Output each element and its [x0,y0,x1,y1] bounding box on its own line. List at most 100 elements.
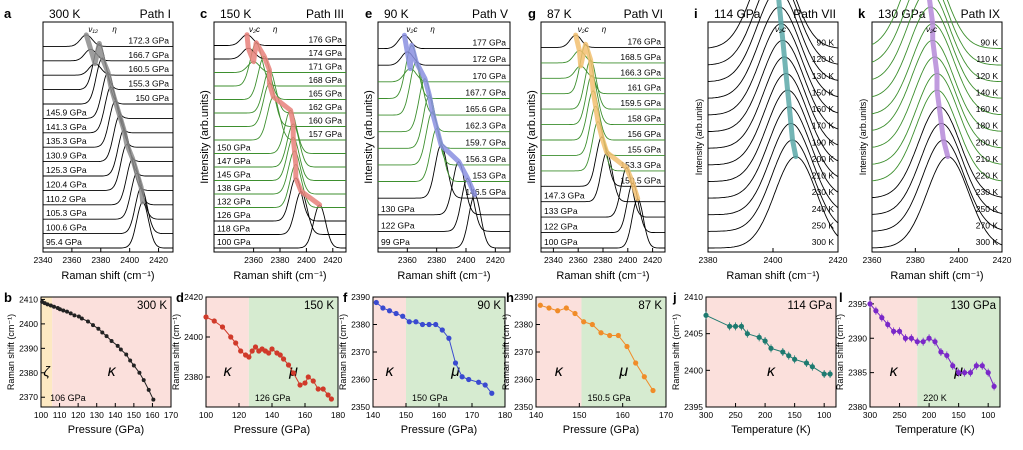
data-point [57,307,62,312]
trace-label: 161 GPa [627,83,661,93]
y-tick-label: 2395 [684,402,703,412]
trace-label: 99 GPa [381,237,410,247]
y-tick-label: 2390 [19,343,38,353]
x-tick-label: 120 [71,410,85,420]
peak-trend-band [244,32,323,208]
x-tick-label: 160 [298,410,312,420]
trace-label: 160 K [976,104,999,114]
data-point [961,370,968,376]
trace-label: 126 GPa [217,210,251,220]
x-tick-label: 2420 [486,255,505,265]
trace-label: 150 GPa [135,93,169,103]
data-point [780,349,786,355]
spectrum-trace [541,50,665,64]
trace-label: 170 K [812,121,835,131]
trace-label: 118 GPa [217,224,250,234]
panel-title: 300 K [137,300,167,312]
spectrum-trace [541,65,665,79]
panel-b: ζ κ 106 GPa b 300 K 100 110 120 130 140 150 160 170 2… [4,290,178,436]
spectrum-trace [541,59,665,110]
data-point [246,354,252,360]
panel-h: κ μ 150.5 GPa h 87 K 140 150 160 170 2350 2360 2370… [501,290,673,436]
spectrum-trace [708,106,839,199]
data-point [756,334,762,340]
x-tick-label: 2380 [91,255,110,265]
panel-k-frame [871,21,1003,253]
region-zeta [41,297,53,407]
data-point [433,321,439,328]
data-point [803,360,810,366]
spectrum-trace [43,129,173,177]
trace-label: 172.3 GPa [128,35,169,45]
data-point [589,321,595,328]
spectrum-trace [541,34,665,48]
phase-label: κ [767,363,776,380]
data-point [118,347,123,352]
x-tick-label: 2360 [569,255,588,265]
trace-label: 133 GPa [544,206,578,216]
y-tick-label: 2390 [848,333,867,343]
data-point [821,371,827,377]
panel-g: g 87 K Path VI 2340 2360 2380 2400 2420 Raman sh… [526,6,666,282]
x-axis-title: Raman shift (cm⁻¹) [397,270,490,282]
eta-label: η [430,25,435,34]
peak-trend-band [776,0,799,160]
trace-label: 165.6 GPa [465,104,506,114]
panel-letter: i [694,6,698,21]
data-point [100,330,105,335]
x-axis-title: Raman shift (cm⁻¹) [890,270,983,282]
boundary-annotation: 150 GPa [412,393,448,403]
panel-letter: l [839,290,843,305]
spectrum-trace [871,0,1002,49]
spectrum-trace [871,6,1003,99]
spectrum-trace [708,139,839,232]
spectrum-trace [541,182,665,234]
spectrum-trace [214,177,346,222]
trace-label: 150.5 GPa [620,175,661,185]
data-point [537,302,543,308]
data-point [744,331,750,337]
peak-trend-band [573,32,641,202]
data-point [79,316,84,321]
y-tick-label: 2350 [351,402,370,412]
x-tick-label: 2400 [618,255,637,265]
spectrum-trace [214,136,346,181]
panel-letter: f [343,290,348,305]
x-tick-label: 200 [758,410,772,420]
data-point [233,340,239,346]
spectrum-trace [214,190,346,235]
x-axis-title: Pressure (GPa) [68,424,144,436]
x-axis-title: Pressure (GPa) [401,424,477,436]
panel-l-frame [869,296,1001,408]
data-point [141,378,146,383]
spectrum-trace [378,44,510,99]
region-kappa [870,297,918,407]
spectrum-trace [43,172,173,220]
y-tick-label: 2410 [684,292,703,302]
data-point [932,339,938,345]
trace-label: 210 K [812,171,835,181]
x-tick-label: 110 [53,410,67,420]
spectrum-trace [541,74,665,126]
panel-letter: d [176,290,184,305]
trace-label: 155 GPa [627,144,661,154]
x-tick-label: 150 [399,410,413,420]
trace-label: 146.5 GPa [465,187,506,197]
data-point [885,321,891,328]
data-point [76,314,81,319]
trace-label: 176 GPa [627,36,661,46]
trace-label: 100 GPa [217,237,251,247]
peak-label: ν₁₂ [88,25,98,34]
spectrum-trace [214,204,346,249]
spectrum-trace [708,39,839,132]
x-tick-label: 100 [199,410,213,420]
y-tick-label: 2405 [684,329,703,339]
spectrum-trace [708,122,839,216]
data-point [956,370,962,376]
data-point [277,352,283,358]
peak-trend-band [401,32,478,198]
data-point [290,370,297,376]
data-point [406,319,412,325]
data-point [768,345,774,351]
